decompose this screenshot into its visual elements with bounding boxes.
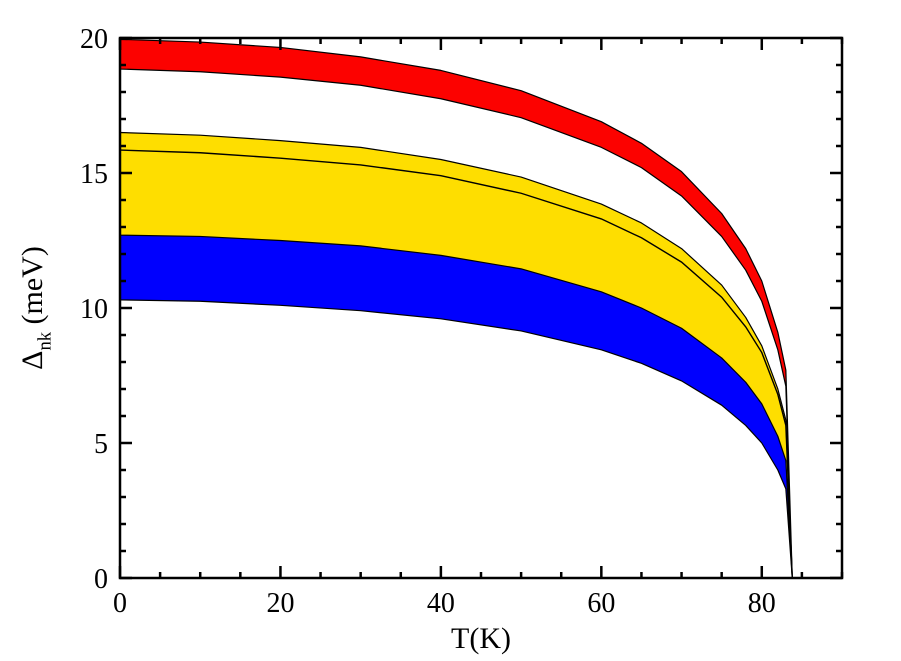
gap-vs-temperature-chart: 02040608005101520T(K)Δnk (meV) [0,0,901,661]
x-tick-label: 80 [748,588,776,619]
x-tick-label: 40 [427,588,455,619]
x-tick-label: 60 [587,588,615,619]
x-tick-label: 0 [113,588,127,619]
x-tick-label: 20 [266,588,294,619]
y-tick-label: 20 [80,24,108,55]
y-tick-label: 15 [80,159,108,190]
y-tick-label: 5 [94,429,108,460]
y-tick-label: 0 [94,564,108,595]
chart-svg: 02040608005101520T(K)Δnk (meV) [0,0,901,661]
x-axis-label: T(K) [451,622,511,655]
y-tick-label: 10 [80,294,108,325]
